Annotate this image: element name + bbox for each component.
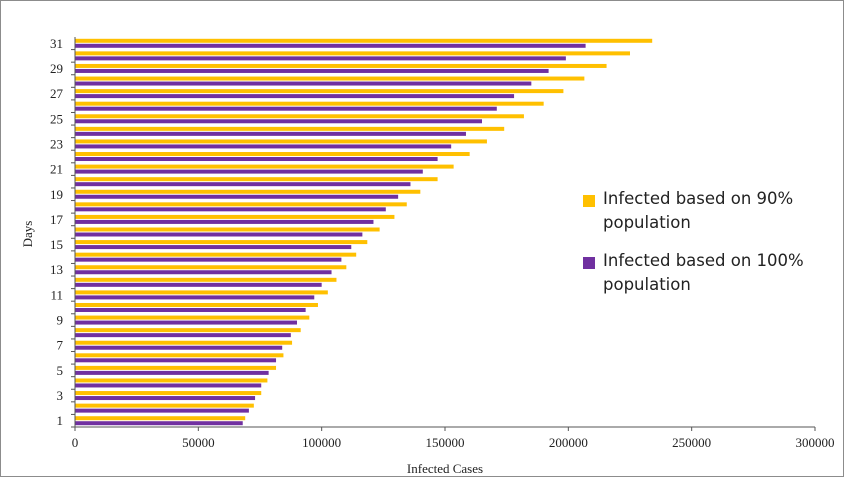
bar-day-22-series-1 [75,157,438,162]
bar-day-25-series-0 [75,114,524,119]
bar-day-11-series-1 [75,295,315,300]
bar-day-11-series-0 [75,290,328,295]
bar-day-9-series-0 [75,315,310,320]
bar-day-9-series-1 [75,320,297,325]
bar-day-3-series-0 [75,391,262,396]
y-tick-label: 27 [50,86,64,101]
bar-day-29-series-1 [75,68,549,73]
bar-day-14-series-0 [75,252,357,257]
bar-day-1-series-0 [75,416,246,421]
x-axis-title: Infected Cases [407,461,483,476]
x-tick-label: 300000 [796,435,835,450]
bar-day-2-series-1 [75,408,249,413]
y-tick-label: 5 [57,363,64,378]
legend-swatch-100 [583,256,595,269]
bar-day-5-series-1 [75,370,269,375]
bar-day-24-series-1 [75,131,466,136]
bar-day-5-series-0 [75,365,277,370]
bar-day-18-series-1 [75,207,386,212]
bar-day-6-series-1 [75,358,277,363]
y-tick-label: 9 [57,313,64,328]
bar-day-7-series-0 [75,340,293,345]
legend-item-90: Infected based on 90% population [583,187,833,235]
y-tick-label: 17 [50,212,64,227]
y-tick-label: 23 [50,136,63,151]
bar-day-31-series-0 [75,38,653,43]
legend: Infected based on 90% population Infecte… [583,187,833,311]
bar-day-21-series-0 [75,164,454,169]
bar-day-2-series-0 [75,403,254,408]
bar-day-3-series-1 [75,396,256,401]
bar-day-4-series-0 [75,378,268,383]
bar-day-1-series-1 [75,421,243,426]
bar-day-31-series-1 [75,43,586,48]
bar-day-13-series-0 [75,265,347,270]
y-tick-label: 25 [50,111,63,126]
x-tick-label: 50000 [182,435,215,450]
bar-day-18-series-0 [75,202,407,207]
bar-day-8-series-1 [75,333,291,338]
bar-day-20-series-0 [75,177,438,182]
bar-day-28-series-1 [75,81,532,86]
bar-day-20-series-1 [75,182,411,187]
bar-day-15-series-0 [75,240,368,245]
bar-day-16-series-1 [75,232,363,237]
bar-day-12-series-0 [75,277,337,282]
bar-day-10-series-0 [75,302,318,307]
bar-day-25-series-1 [75,119,482,124]
bar-day-19-series-1 [75,194,399,199]
y-tick-label: 15 [50,237,63,252]
bar-day-14-series-1 [75,257,342,262]
bar-day-27-series-1 [75,94,515,99]
bar-day-4-series-1 [75,383,262,388]
legend-swatch-90 [583,195,595,207]
y-tick-label: 21 [50,162,63,177]
bar-day-13-series-1 [75,270,332,275]
y-tick-label: 1 [57,413,64,428]
bar-day-23-series-0 [75,139,487,144]
x-tick-label: 100000 [302,435,341,450]
bar-day-30-series-0 [75,51,630,56]
x-tick-label: 250000 [672,435,711,450]
bar-day-8-series-0 [75,328,301,333]
bar-day-10-series-1 [75,307,306,312]
bar-day-26-series-0 [75,101,544,106]
x-tick-label: 0 [72,435,79,450]
legend-label-100: Infected based on 100% population [603,250,804,294]
bar-day-15-series-1 [75,245,352,250]
bar-day-21-series-1 [75,169,423,174]
bar-day-22-series-0 [75,152,470,157]
bar-day-17-series-1 [75,219,374,224]
bar-day-26-series-1 [75,106,497,111]
y-axis-title: Days [20,221,35,248]
y-tick-label: 3 [57,388,64,403]
legend-item-100: Infected based on 100% population [583,249,833,297]
x-tick-label: 200000 [549,435,588,450]
y-tick-label: 29 [50,61,63,76]
bar-day-19-series-0 [75,189,421,194]
legend-label-90: Infected based on 90% population [603,189,794,232]
bar-day-24-series-0 [75,126,505,131]
y-tick-label: 7 [57,338,64,353]
y-tick-label: 13 [50,262,63,277]
bar-day-7-series-1 [75,345,283,350]
bar-day-29-series-0 [75,63,607,68]
bars-group [75,38,653,426]
bar-day-16-series-0 [75,227,380,232]
x-ticks-group: 0 50000 100000 150000 200000 250000 300000 [72,427,835,450]
y-tick-label: 19 [50,187,63,202]
y-tick-label: 11 [50,287,63,302]
bar-day-23-series-1 [75,144,452,149]
bar-day-17-series-0 [75,214,395,219]
bar-day-28-series-0 [75,76,585,81]
x-tick-label: 150000 [426,435,465,450]
bar-day-30-series-1 [75,56,566,61]
y-tick-label: 31 [50,36,63,51]
bar-day-12-series-1 [75,282,322,287]
bar-day-6-series-0 [75,353,284,358]
bar-day-27-series-0 [75,89,564,94]
